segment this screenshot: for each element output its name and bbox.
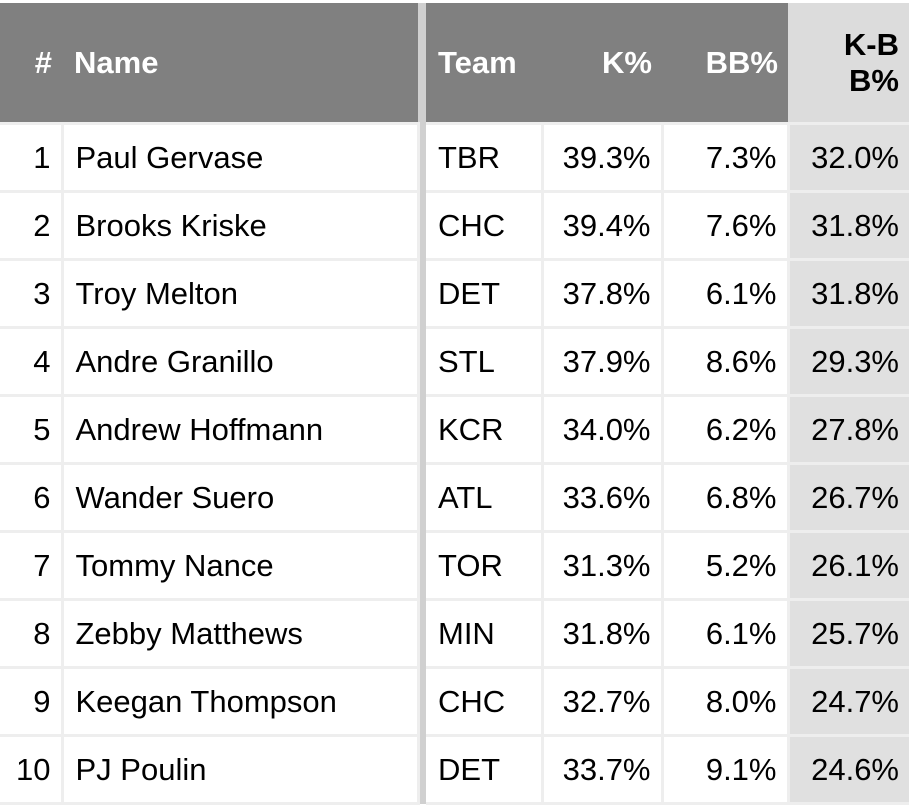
k-pct-cell: 33.6% (542, 463, 664, 533)
player-name-cell[interactable]: Tommy Nance (62, 531, 420, 601)
rank-cell: 4 (0, 327, 64, 397)
bb-pct-cell: 7.3% (662, 123, 790, 193)
k-bb-pct-cell: 31.8% (788, 191, 909, 261)
player-name-cell[interactable]: Brooks Kriske (62, 191, 420, 261)
team-cell[interactable]: CHC (426, 191, 544, 261)
bb-pct-cell: 6.2% (662, 395, 790, 465)
k-bb-pct-cell: 24.7% (788, 667, 909, 737)
bb-pct-cell: 5.2% (662, 531, 790, 601)
k-pct-cell: 32.7% (542, 667, 664, 737)
k-bb-pct-cell: 24.6% (788, 735, 909, 805)
frozen-column-divider (418, 463, 426, 532)
frozen-column-divider (418, 735, 426, 804)
rank-cell: 3 (0, 259, 64, 329)
player-name-cell[interactable]: Paul Gervase (62, 123, 420, 193)
frozen-column-divider (418, 3, 426, 124)
rank-cell: 1 (0, 123, 64, 193)
bb-pct-cell: 6.8% (662, 463, 790, 533)
k-bb-pct-cell: 31.8% (788, 259, 909, 329)
k-pct-cell: 37.8% (542, 259, 664, 329)
team-cell[interactable]: STL (426, 327, 544, 397)
player-name-cell[interactable]: Keegan Thompson (62, 667, 420, 737)
table-row[interactable]: 3 Troy Melton DET 37.8% 6.1% 31.8% (0, 259, 909, 329)
team-cell[interactable]: CHC (426, 667, 544, 737)
k-bb-pct-cell: 32.0% (788, 123, 909, 193)
bb-pct-cell: 8.0% (662, 667, 790, 737)
k-pct-cell: 37.9% (542, 327, 664, 397)
player-name-cell[interactable]: Wander Suero (62, 463, 420, 533)
k-bb-pct-cell: 27.8% (788, 395, 909, 465)
player-name-cell[interactable]: Troy Melton (62, 259, 420, 329)
team-cell[interactable]: KCR (426, 395, 544, 465)
table-row[interactable]: 8 Zebby Matthews MIN 31.8% 6.1% 25.7% (0, 599, 909, 669)
k-pct-cell: 39.4% (542, 191, 664, 261)
rank-cell: 5 (0, 395, 64, 465)
table-row[interactable]: 2 Brooks Kriske CHC 39.4% 7.6% 31.8% (0, 191, 909, 261)
header-row: # Name Team K% BB% K-BB% (0, 3, 909, 125)
team-cell[interactable]: ATL (426, 463, 544, 533)
rank-cell: 7 (0, 531, 64, 601)
k-pct-cell: 34.0% (542, 395, 664, 465)
frozen-column-divider (418, 191, 426, 260)
k-pct-cell: 39.3% (542, 123, 664, 193)
player-name-cell[interactable]: PJ Poulin (62, 735, 420, 805)
table-row[interactable]: 6 Wander Suero ATL 33.6% 6.8% 26.7% (0, 463, 909, 533)
k-bb-pct-cell: 25.7% (788, 599, 909, 669)
k-bb-pct-cell: 29.3% (788, 327, 909, 397)
table-row[interactable]: 1 Paul Gervase TBR 39.3% 7.3% 32.0% (0, 123, 909, 193)
frozen-column-divider (418, 667, 426, 736)
frozen-column-divider (418, 531, 426, 600)
header-team[interactable]: Team (426, 3, 542, 125)
rank-cell: 8 (0, 599, 64, 669)
table-row[interactable]: 5 Andrew Hoffmann KCR 34.0% 6.2% 27.8% (0, 395, 909, 465)
team-cell[interactable]: DET (426, 735, 544, 805)
bb-pct-cell: 9.1% (662, 735, 790, 805)
rank-cell: 10 (0, 735, 64, 805)
frozen-column-divider (418, 259, 426, 328)
header-k-pct[interactable]: K% (542, 3, 662, 125)
header-name[interactable]: Name (62, 3, 418, 125)
team-cell[interactable]: TBR (426, 123, 544, 193)
rank-cell: 9 (0, 667, 64, 737)
header-rank[interactable]: # (0, 3, 62, 125)
rank-cell: 2 (0, 191, 64, 261)
rank-cell: 6 (0, 463, 64, 533)
k-bb-pct-cell: 26.1% (788, 531, 909, 601)
k-pct-cell: 33.7% (542, 735, 664, 805)
leaderboard-table: # Name Team K% BB% K-BB% 1 Paul Gervase TB… (0, 3, 909, 805)
header-bb-pct[interactable]: BB% (662, 3, 788, 125)
header-k-bb-pct[interactable]: K-BB% (788, 3, 909, 125)
frozen-column-divider (418, 327, 426, 396)
team-cell[interactable]: MIN (426, 599, 544, 669)
table-row[interactable]: 4 Andre Granillo STL 37.9% 8.6% 29.3% (0, 327, 909, 397)
header-k-bb-label: K-BB% (843, 26, 899, 98)
bb-pct-cell: 7.6% (662, 191, 790, 261)
team-cell[interactable]: DET (426, 259, 544, 329)
bb-pct-cell: 8.6% (662, 327, 790, 397)
player-name-cell[interactable]: Zebby Matthews (62, 599, 420, 669)
frozen-column-divider (418, 599, 426, 668)
bb-pct-cell: 6.1% (662, 259, 790, 329)
team-cell[interactable]: TOR (426, 531, 544, 601)
player-name-cell[interactable]: Andre Granillo (62, 327, 420, 397)
k-bb-pct-cell: 26.7% (788, 463, 909, 533)
table-row[interactable]: 7 Tommy Nance TOR 31.3% 5.2% 26.1% (0, 531, 909, 601)
table-row[interactable]: 9 Keegan Thompson CHC 32.7% 8.0% 24.7% (0, 667, 909, 737)
k-pct-cell: 31.8% (542, 599, 664, 669)
frozen-column-divider (418, 123, 426, 192)
player-name-cell[interactable]: Andrew Hoffmann (62, 395, 420, 465)
table-row[interactable]: 10 PJ Poulin DET 33.7% 9.1% 24.6% (0, 735, 909, 805)
bb-pct-cell: 6.1% (662, 599, 790, 669)
k-pct-cell: 31.3% (542, 531, 664, 601)
frozen-column-divider (418, 395, 426, 464)
